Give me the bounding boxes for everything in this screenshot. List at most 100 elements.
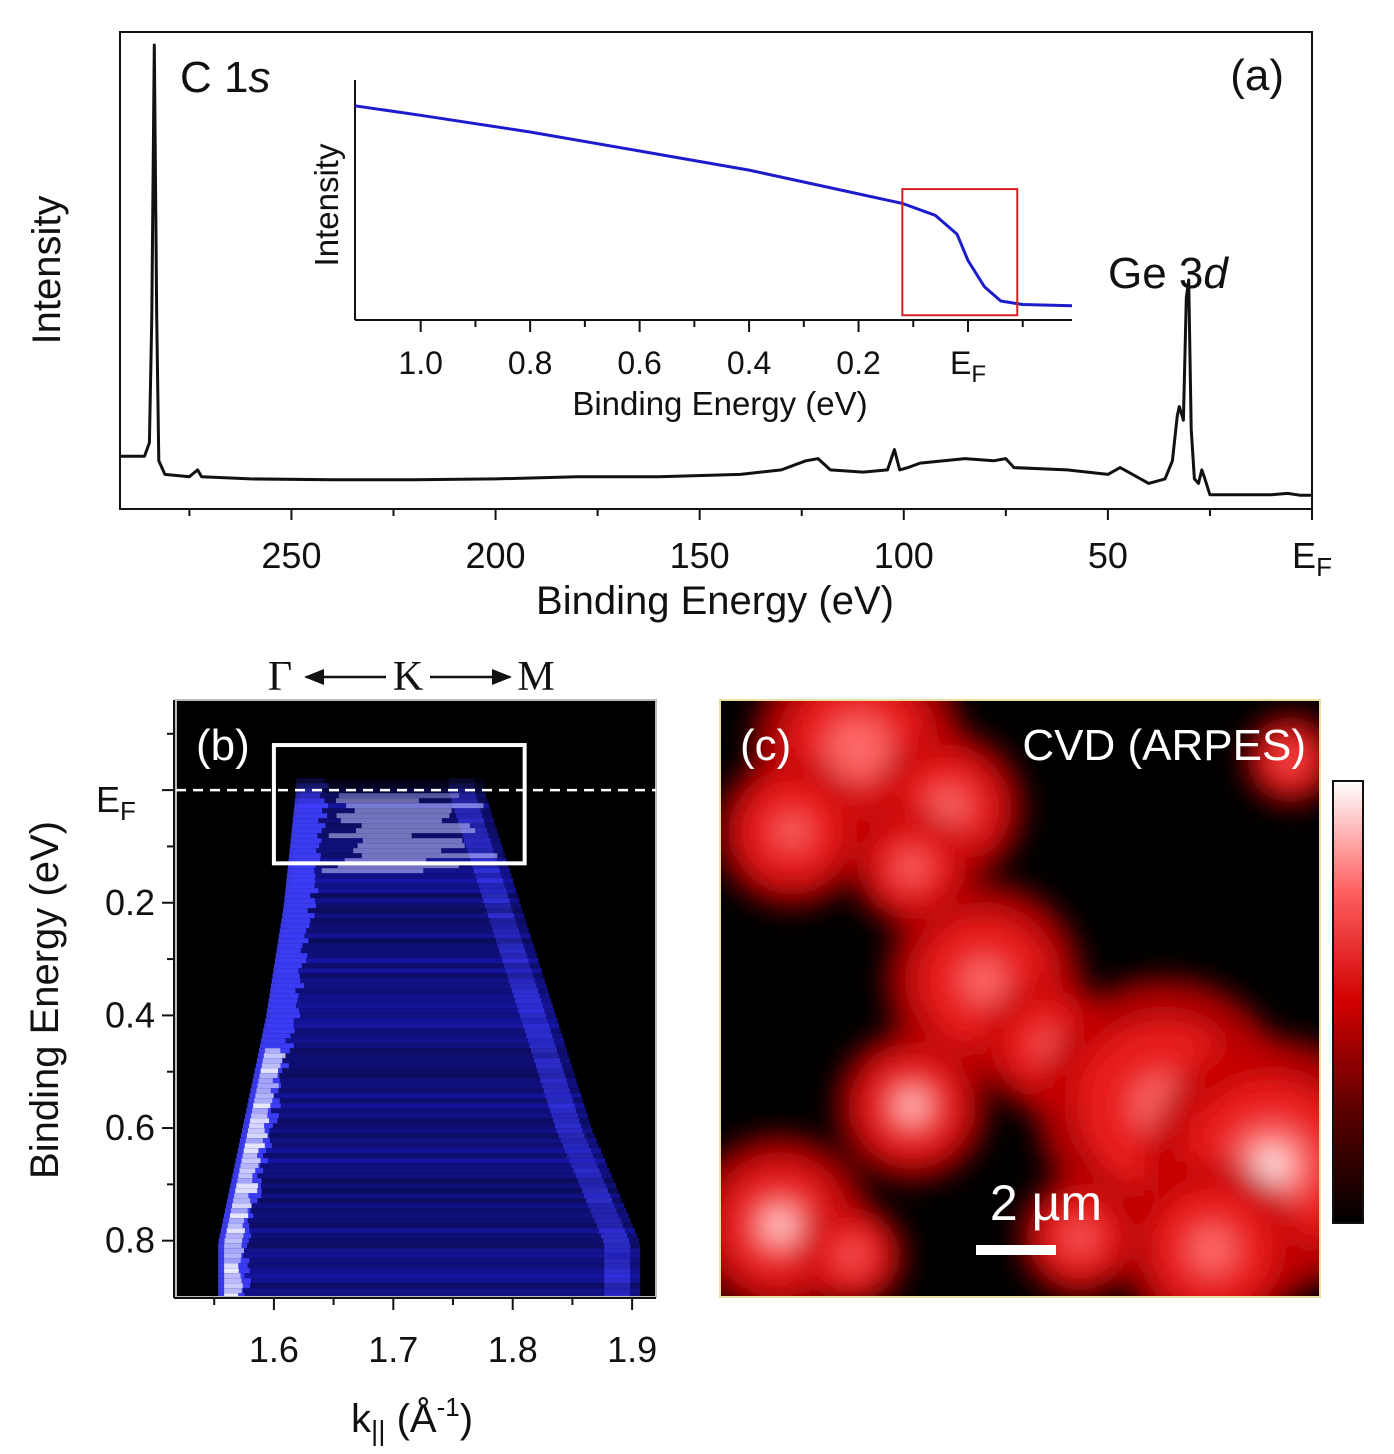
- band-fill-stripe: [288, 893, 518, 899]
- band-fill-stripe: [286, 913, 525, 919]
- band-fill-stripe: [299, 788, 485, 794]
- panel-b-x-tick-label: 1.9: [607, 1329, 657, 1370]
- band-left-edge: [292, 818, 319, 824]
- band-right-edge: [464, 838, 491, 844]
- band-right-edge: [519, 1013, 546, 1019]
- band-right-edge: [513, 993, 540, 999]
- bright-region-core: [961, 957, 1007, 1004]
- band-fill-stripe: [279, 953, 537, 959]
- inset-highlight-box: [901, 188, 1019, 317]
- panel-a-tick-label: EF: [1292, 535, 1332, 582]
- band-fill-stripe: [270, 1013, 556, 1019]
- bright-region-peak: [901, 1095, 923, 1117]
- band-bright-core: [227, 1223, 243, 1229]
- inset-tick-label: 0.8: [508, 345, 552, 381]
- band-fill-stripe: [222, 1263, 641, 1269]
- band-right-edge: [601, 1233, 628, 1239]
- band-right-edge: [604, 1288, 631, 1294]
- band-right-edge: [492, 928, 519, 934]
- band-right-edge: [604, 1243, 631, 1249]
- panel-b-x-tick-label: 1.6: [249, 1329, 299, 1370]
- band-fill-stripe: [222, 1253, 641, 1259]
- band-fill-stripe: [288, 898, 520, 904]
- band-fill-stripe: [260, 1058, 571, 1064]
- band-right-edge: [548, 1103, 575, 1109]
- band-right-edge: [511, 988, 538, 994]
- band-left-edge: [273, 968, 299, 974]
- band-right-edge: [467, 848, 494, 854]
- band-left-edge: [281, 918, 311, 924]
- band-right-edge: [604, 1263, 631, 1269]
- band-fill-stripe: [257, 1073, 575, 1079]
- band-bright-core: [259, 1073, 278, 1079]
- band-left-edge: [259, 1043, 294, 1049]
- band-fill-stripe: [222, 1258, 641, 1264]
- band-right-edge: [604, 1268, 631, 1274]
- band-fill-stripe: [235, 1178, 614, 1184]
- band-right-edge: [598, 1228, 625, 1234]
- band-fill-stripe: [236, 1173, 612, 1179]
- band-fill-stripe: [222, 1288, 641, 1294]
- band-right-edge: [604, 1253, 631, 1259]
- band-right-edge: [515, 998, 542, 1004]
- band-bright-core: [224, 1273, 241, 1279]
- band-bright-core: [246, 1133, 268, 1139]
- band-left-edge: [264, 1023, 294, 1029]
- band-fill-stripe: [226, 1218, 631, 1224]
- band-right-edge: [553, 1118, 580, 1124]
- bright-region-peak: [767, 1212, 793, 1239]
- band-right-edge: [510, 983, 537, 989]
- band-fill-stripe: [252, 1098, 583, 1104]
- band-left-edge: [277, 943, 303, 949]
- band-left-edge: [293, 813, 328, 819]
- panel-b-y-tick-label: 0.4: [105, 994, 155, 1035]
- band-fill-stripe: [299, 793, 486, 799]
- band-left-edge: [294, 803, 329, 809]
- k-point-label: K: [393, 654, 423, 700]
- band-left-edge: [282, 913, 315, 919]
- band-right-edge: [588, 1203, 615, 1209]
- band-fill-stripe: [222, 1243, 641, 1249]
- band-right-edge: [500, 953, 527, 959]
- band-bright-core: [256, 1088, 271, 1094]
- band-left-edge: [287, 868, 315, 874]
- band-left-edge: [296, 773, 326, 778]
- band-bright-core: [224, 1278, 242, 1284]
- band-right-edge: [546, 1098, 573, 1104]
- panel-b-label: (b): [196, 721, 250, 770]
- band-right-edge: [504, 963, 531, 969]
- inset-tick-label: 1.0: [398, 345, 442, 381]
- band-bright-core: [231, 1208, 248, 1214]
- band-right-edge: [526, 1033, 553, 1039]
- band-fill-stripe: [299, 783, 485, 789]
- band-right-edge: [516, 1003, 543, 1009]
- m-point-label: M: [517, 654, 554, 700]
- band-fill-stripe: [232, 1193, 621, 1199]
- band-top-highlight: [354, 808, 452, 814]
- panel-c-blob-layer: [720, 700, 1320, 1297]
- panel-a-tick-label: 200: [466, 535, 526, 576]
- band-fill-stripe: [282, 933, 531, 939]
- band-right-edge: [584, 1193, 611, 1199]
- band-left-edge: [295, 793, 321, 799]
- band-fill-stripe: [239, 1158, 606, 1164]
- band-top-highlight: [357, 843, 465, 849]
- band-left-edge: [292, 823, 326, 829]
- band-right-edge: [475, 873, 502, 879]
- band-left-edge: [279, 928, 307, 934]
- band-fill-stripe: [223, 1233, 638, 1239]
- panel-b-y-tick-label: 0.6: [105, 1107, 155, 1148]
- band-bright-core: [226, 1228, 245, 1234]
- band-bright-core: [236, 1183, 258, 1189]
- band-right-edge: [551, 1113, 578, 1119]
- band-right-edge: [505, 968, 532, 974]
- colorbar: [1332, 780, 1364, 1224]
- band-fill-stripe: [281, 943, 534, 949]
- band-bright-core: [229, 1213, 249, 1219]
- band-left-edge: [282, 908, 308, 914]
- band-right-edge: [486, 908, 513, 914]
- band-fill-stripe: [255, 1083, 579, 1089]
- ge3d-annotation: Ge 3d: [1108, 249, 1229, 298]
- band-right-edge: [586, 1198, 613, 1204]
- band-bright-core: [234, 1193, 249, 1199]
